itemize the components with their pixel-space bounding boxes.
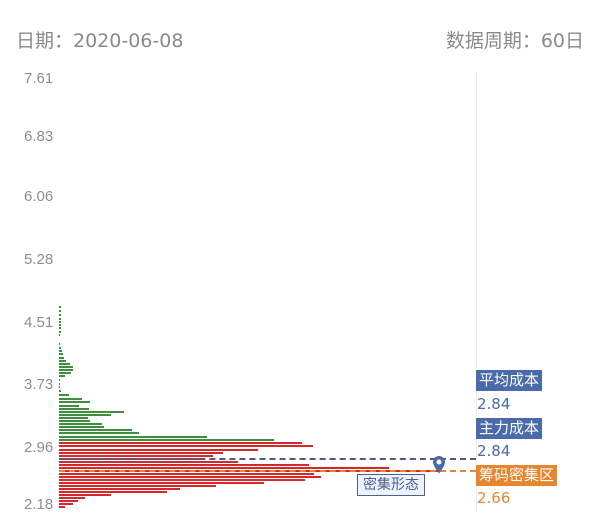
- profit-bar: [59, 473, 314, 475]
- main-cost-tag: 主力成本: [476, 418, 543, 439]
- loss-bar: [59, 343, 60, 345]
- y-tick: 6.06: [24, 188, 54, 205]
- loss-bar: [59, 379, 60, 381]
- profit-bar: [59, 464, 309, 466]
- loss-bar: [59, 327, 61, 329]
- loss-bar: [59, 318, 61, 320]
- y-tick: 5.28: [24, 251, 54, 268]
- loss-bar: [59, 417, 88, 419]
- profit-bar: [59, 442, 302, 444]
- profit-bar: [59, 485, 216, 487]
- loss-bar: [59, 366, 73, 368]
- profit-bar: [59, 506, 65, 508]
- y-tick: 4.51: [24, 314, 54, 331]
- loss-bar: [59, 411, 124, 413]
- location-pin-icon: [433, 456, 445, 474]
- loss-bar: [59, 429, 132, 431]
- header-period: 数据周期：60日: [445, 30, 584, 52]
- loss-bar: [59, 432, 139, 434]
- chip-zone-value: 2.66: [477, 489, 511, 507]
- loss-bar: [59, 306, 61, 308]
- loss-bar: [59, 357, 64, 359]
- profit-bar: [59, 476, 321, 478]
- profit-bar: [59, 445, 313, 447]
- loss-bar: [59, 372, 71, 374]
- profit-bar: [59, 455, 213, 457]
- y-tick: 2.96: [24, 439, 54, 456]
- profit-bar: [59, 500, 78, 502]
- profit-bar: [59, 449, 258, 451]
- profit-bar: [59, 494, 111, 496]
- shape-label: 密集形态: [357, 474, 425, 496]
- loss-bar: [59, 360, 66, 362]
- loss-bar: [59, 390, 61, 392]
- avg-cost-line: [59, 458, 476, 460]
- chip-zone-tag: 筹码密集区: [476, 465, 558, 486]
- loss-bar: [59, 353, 63, 355]
- loss-bar: [59, 439, 274, 441]
- loss-bar: [59, 398, 82, 400]
- y-tick: 7.61: [24, 70, 54, 87]
- y-tick: 3.73: [24, 376, 54, 393]
- loss-bar: [59, 347, 61, 349]
- loss-bar: [59, 331, 61, 333]
- loss-bar: [59, 436, 207, 438]
- loss-bar: [59, 423, 102, 425]
- loss-bar: [59, 324, 61, 326]
- loss-bar: [59, 314, 61, 316]
- profit-bar: [59, 461, 238, 463]
- loss-bar: [59, 414, 111, 416]
- loss-bar: [59, 386, 60, 388]
- loss-bar: [59, 334, 60, 336]
- loss-bar: [59, 310, 61, 312]
- profit-bar: [59, 452, 223, 454]
- profit-bar: [59, 467, 389, 469]
- loss-bar: [59, 401, 90, 403]
- loss-bar: [59, 363, 70, 365]
- main-cost-value: 2.84: [477, 442, 511, 460]
- current-price-vertical-line: [476, 72, 477, 512]
- y-tick: 6.83: [24, 128, 54, 145]
- profit-bar: [59, 482, 264, 484]
- loss-bar: [59, 405, 79, 407]
- avg-cost-value: 2.84: [477, 395, 511, 413]
- profit-bar: [59, 479, 305, 481]
- loss-bar: [59, 383, 60, 385]
- header-date: 日期：2020-06-08: [16, 30, 184, 52]
- y-tick: 2.18: [24, 496, 54, 513]
- avg-cost-tag: 平均成本: [476, 370, 543, 391]
- loss-bar: [59, 426, 104, 428]
- loss-bar: [59, 420, 90, 422]
- profit-bar: [59, 497, 85, 499]
- loss-bar: [59, 321, 61, 323]
- profit-bar: [59, 503, 73, 505]
- loss-bar: [59, 375, 65, 377]
- profit-bar: [59, 488, 180, 490]
- loss-bar: [59, 394, 69, 396]
- chip-zone-line: [59, 470, 476, 472]
- loss-bar: [59, 369, 73, 371]
- profit-bar: [59, 491, 167, 493]
- loss-bar: [59, 350, 62, 352]
- loss-bar: [59, 408, 89, 410]
